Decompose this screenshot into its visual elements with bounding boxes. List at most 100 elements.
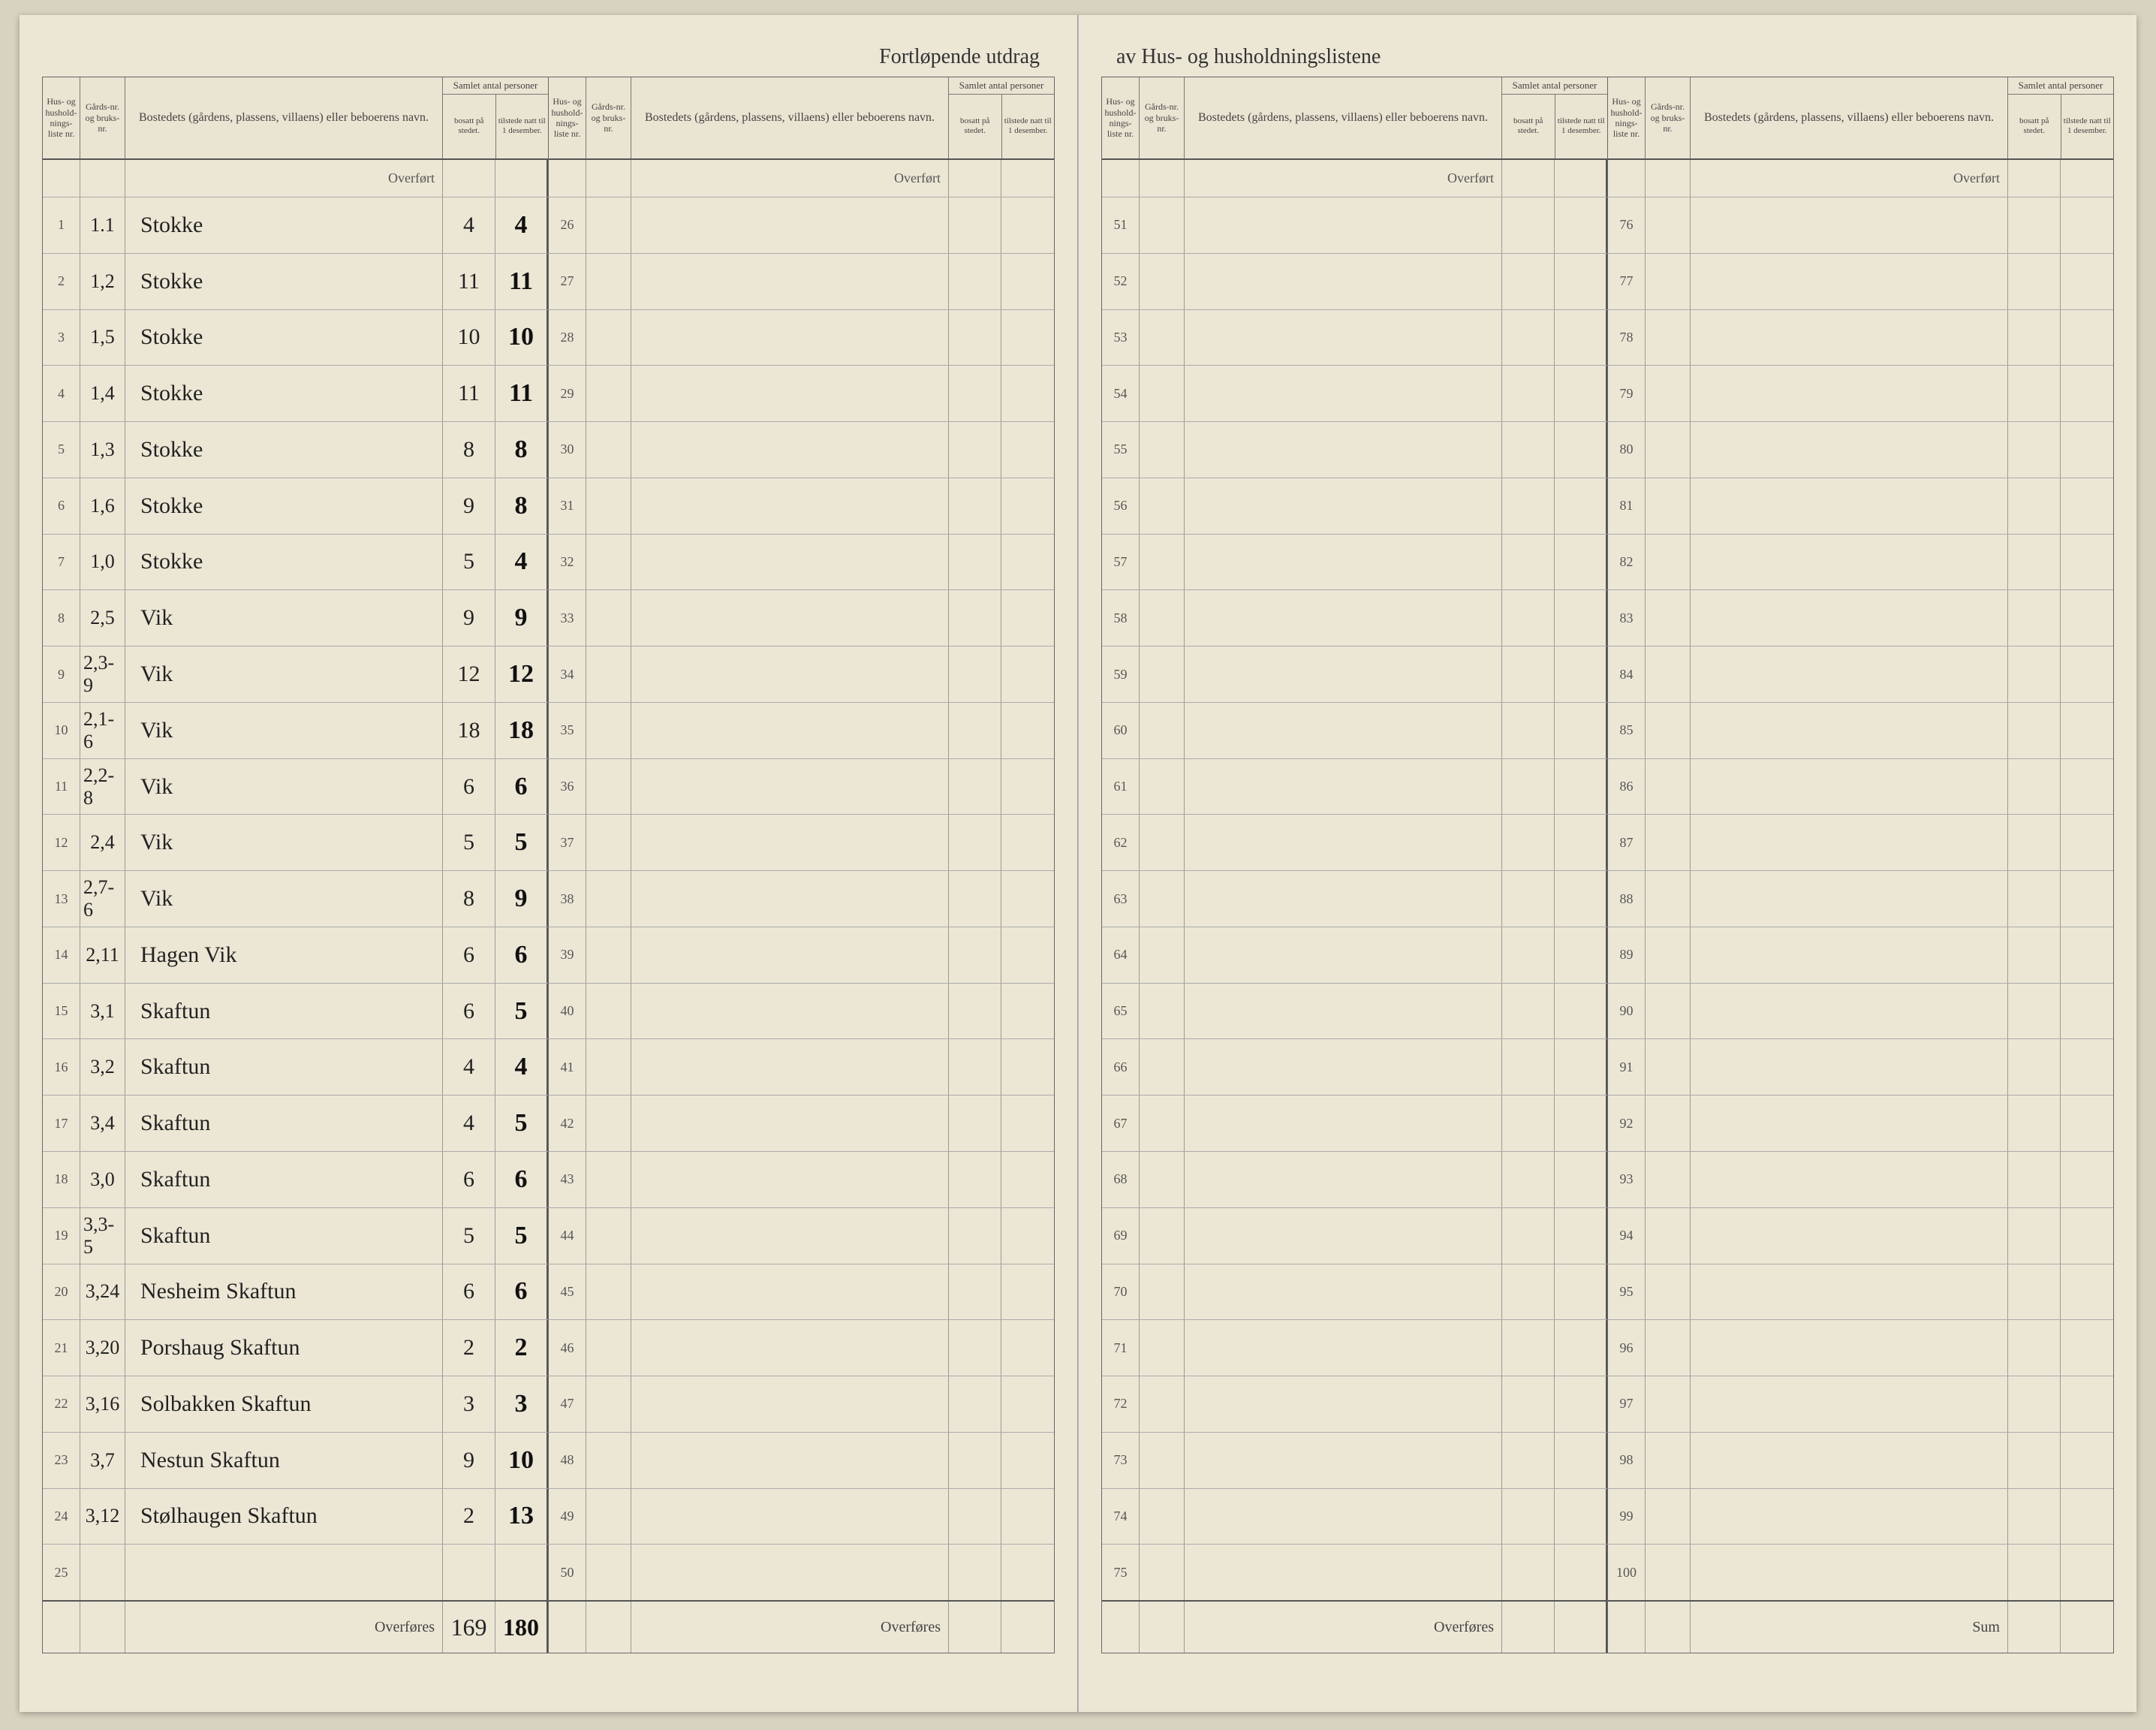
cell-bosatt [1502,1376,1555,1432]
cell-nr: 17 [43,1096,80,1151]
cell-nr: 35 [549,703,586,758]
cell-tilstede [1001,197,1054,253]
header-bosatt: bosatt på stedet. [1502,95,1555,158]
overfort-label: Overført [631,160,949,197]
cell-bosted [631,759,949,815]
cell-tilstede [2061,590,2113,646]
header-bosted: Bostedets (gårdens, plassens, villaens) … [1185,77,1502,158]
cell-gards: 2,7-6 [80,871,125,927]
cell-bosted: Stokke [125,254,443,309]
table-row: 81 [1608,478,2113,535]
cell-gards [586,1264,631,1320]
cell-nr: 12 [43,815,80,870]
cell-gards [586,590,631,646]
cell-gards [1140,815,1185,870]
cell-bosted: Stokke [125,478,443,534]
table-body: Overført 76 77 78 79 80 [1608,160,2113,1600]
cell-gards [1646,984,1691,1039]
table-row: 49 [549,1489,1054,1545]
cell-gards [1646,1096,1691,1151]
cell-tilstede: 3 [495,1376,548,1432]
footer-bosatt [949,1602,1001,1653]
cell-gards [586,1433,631,1488]
cell-gards [1646,478,1691,534]
cell-bosatt [949,984,1001,1039]
cell-nr: 39 [549,927,586,983]
cell-nr: 94 [1608,1208,1646,1264]
cell-tilstede [2061,646,2113,702]
cell-bosted [1185,646,1502,702]
cell-bosatt [949,366,1001,421]
table-row: 8 2,5 Vik 9 9 [43,590,548,646]
cell-bosatt [1502,703,1555,758]
table-row: 54 [1102,366,1607,422]
cell-bosted [1691,422,2008,478]
cell-gards: 1,3 [80,422,125,478]
cell-bosatt [949,1376,1001,1432]
table-row: 57 [1102,535,1607,591]
cell-gards: 3,12 [80,1489,125,1545]
cell-nr: 24 [43,1489,80,1545]
table-body: Overført 51 52 53 54 55 [1102,160,1607,1600]
table-row: 74 [1102,1489,1607,1545]
cell-gards [1140,1545,1185,1600]
cell-bosted [631,703,949,758]
cell-gards: 2,2-8 [80,759,125,815]
header-bosted: Bostedets (gårdens, plassens, villaens) … [631,77,949,158]
header-tilstede: tilstede natt til 1 desember. [1555,95,1608,158]
cell-tilstede: 6 [495,1264,548,1320]
cell-gards [586,1039,631,1095]
cell-bosted: Nestun Skaftun [125,1433,443,1488]
title-right: av Hus- og husholdningslistene [1101,45,2114,77]
header-gards: Gårds-nr. og bruks-nr. [1140,77,1185,158]
cell-bosted [1185,1096,1502,1151]
cell-bosatt [1502,590,1555,646]
cell-bosted: Vik [125,590,443,646]
cell-gards [1140,927,1185,983]
cell-nr: 31 [549,478,586,534]
cell-gards [586,535,631,590]
table-row: 26 [549,197,1054,254]
cell-bosatt: 9 [443,1433,495,1488]
cell-nr: 78 [1608,310,1646,366]
cell-gards [586,366,631,421]
table-row: 35 [549,703,1054,759]
table-row: 20 3,24 Nesheim Skaftun 6 6 [43,1264,548,1321]
cell-gards [1140,1489,1185,1545]
cell-nr: 52 [1102,254,1140,309]
cell-nr: 11 [43,759,80,815]
cell-tilstede: 5 [495,1096,548,1151]
cell-gards [1140,984,1185,1039]
cell-bosatt [1502,1545,1555,1600]
cell-gards [586,646,631,702]
table-row: 9 2,3-9 Vik 12 12 [43,646,548,703]
cell-bosted [1185,1208,1502,1264]
cell-bosted [631,422,949,478]
cell-bosatt [1502,422,1555,478]
cell-gards [1140,590,1185,646]
cell-gards [586,984,631,1039]
table-row: 71 [1102,1320,1607,1376]
cell-nr: 43 [549,1152,586,1207]
cell-tilstede: 10 [495,310,548,366]
cell-nr: 83 [1608,590,1646,646]
cell-bosted: Skaftun [125,984,443,1039]
cell-nr: 33 [549,590,586,646]
table-row: 99 [1608,1489,2113,1545]
cell-bosted [1185,1320,1502,1376]
cell-nr: 47 [549,1376,586,1432]
cell-bosted: Vik [125,703,443,758]
table-body: Overført 1 1.1 Stokke 4 4 2 1,2 Stokke 1… [43,160,548,1600]
cell-nr: 3 [43,310,80,366]
cell-gards: 3,20 [80,1320,125,1376]
table-row: 87 [1608,815,2113,871]
cell-bosatt: 11 [443,254,495,309]
cell-gards: 2,4 [80,815,125,870]
cell-bosted [1691,815,2008,870]
cell-tilstede [1001,703,1054,758]
table-row: 39 [549,927,1054,984]
cell-bosted: Vik [125,646,443,702]
cell-nr: 21 [43,1320,80,1376]
cell-tilstede: 13 [495,1489,548,1545]
overfores-label: Overføres [1185,1602,1502,1653]
